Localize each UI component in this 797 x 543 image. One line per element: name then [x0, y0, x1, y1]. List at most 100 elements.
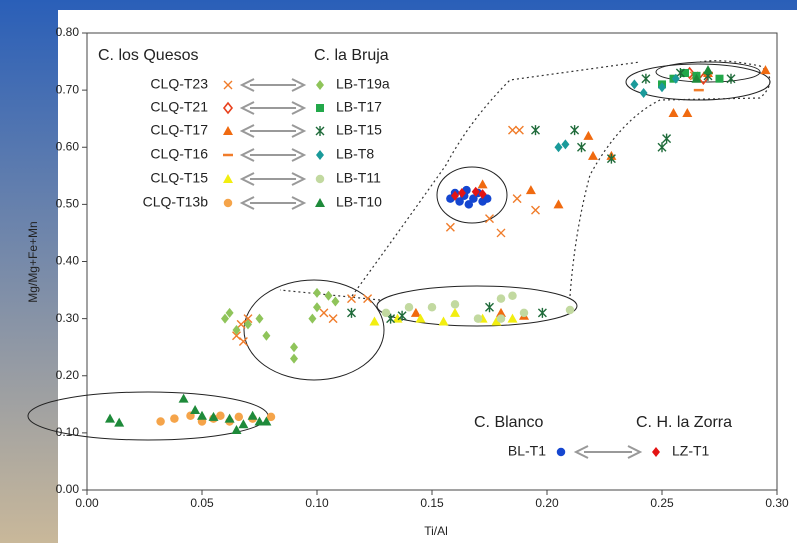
data-point	[247, 410, 258, 420]
data-point	[496, 228, 506, 238]
data-point	[531, 125, 540, 136]
data-point	[553, 199, 564, 209]
data-point	[485, 214, 494, 224]
data-point	[308, 313, 317, 324]
data-point	[397, 310, 407, 321]
data-point	[347, 307, 356, 318]
group-outline	[436, 166, 508, 224]
data-point	[451, 190, 459, 201]
data-point	[347, 294, 356, 304]
data-point	[445, 222, 455, 232]
group-outline	[243, 279, 385, 381]
legend-arrowhead	[573, 445, 643, 459]
legend-marker	[316, 104, 324, 112]
data-point	[244, 319, 252, 330]
envelope-line	[569, 60, 771, 297]
data-point	[392, 313, 403, 323]
data-point	[114, 417, 125, 427]
legend-marker	[223, 174, 233, 183]
data-point	[255, 313, 264, 324]
data-point	[565, 305, 575, 315]
data-point	[170, 414, 179, 423]
data-point	[482, 194, 492, 203]
x-tick-label: 0.15	[420, 496, 444, 510]
legend-label: CLQ-T21	[150, 99, 208, 115]
envelope-line	[351, 61, 641, 297]
legend-label: CLQ-T15	[150, 170, 208, 186]
legend-marker	[315, 198, 325, 207]
legend-label: LZ-T1	[672, 443, 710, 459]
legend-group-title: C. los Quesos	[98, 47, 198, 64]
data-point	[691, 73, 702, 83]
data-point	[438, 316, 449, 326]
data-point	[236, 319, 246, 329]
y-tick-label: 0.60	[56, 139, 80, 153]
data-point	[410, 307, 421, 317]
group-outline	[655, 61, 761, 83]
legend-marker	[652, 447, 660, 457]
data-point	[508, 125, 517, 135]
x-axis-label: Ti/Al	[424, 524, 448, 538]
data-point	[404, 302, 414, 312]
legend-arrowhead	[239, 78, 307, 92]
y-tick-label: 0.20	[56, 368, 80, 382]
legend-marker	[223, 126, 233, 135]
data-point	[254, 416, 265, 426]
x-tick-label: 0.00	[75, 496, 99, 510]
data-point	[675, 67, 685, 78]
y-axis-label: Mg/Mg+Fe+Mn	[26, 221, 40, 302]
data-point	[508, 291, 517, 301]
data-point	[639, 87, 648, 98]
data-point	[478, 189, 487, 200]
data-point	[671, 73, 680, 84]
legend-arrowhead	[239, 148, 307, 162]
data-point	[313, 302, 321, 313]
data-point	[491, 316, 502, 326]
data-point	[455, 197, 464, 206]
legend-label: LB-T10	[336, 194, 382, 210]
data-point	[457, 187, 466, 198]
legend-marker	[223, 80, 233, 90]
legend-label: CLQ-T13b	[143, 194, 209, 210]
data-point	[588, 150, 598, 160]
y-tick-label: 0.70	[56, 82, 80, 96]
data-point	[225, 307, 234, 318]
y-tick-label: 0.50	[56, 197, 80, 211]
data-point	[238, 336, 248, 346]
data-point	[473, 314, 483, 323]
legend-group-title: C. H. la Zorra	[636, 414, 732, 431]
legend-label: CLQ-T23	[150, 76, 208, 92]
legend-marker	[223, 198, 233, 208]
y-tick-label: 0.30	[56, 311, 80, 325]
data-point	[668, 107, 679, 117]
data-point	[606, 153, 616, 164]
legend-marker	[222, 101, 234, 115]
data-point	[232, 331, 241, 341]
y-tick-label: 0.10	[56, 425, 80, 439]
data-point	[238, 419, 249, 429]
data-point	[537, 307, 547, 318]
data-point	[234, 412, 244, 422]
data-point	[190, 405, 201, 415]
data-point	[319, 308, 329, 318]
data-point	[485, 302, 494, 313]
y-tick-label: 0.80	[56, 25, 80, 39]
data-point	[224, 413, 235, 423]
group-outline	[376, 285, 578, 327]
data-point	[178, 393, 189, 403]
x-tick-label: 0.05	[190, 496, 214, 510]
data-point	[262, 330, 271, 341]
legend-label: BL-T1	[508, 443, 546, 459]
data-point	[243, 314, 253, 324]
data-point	[369, 316, 380, 326]
data-point	[156, 417, 165, 426]
legend-arrowhead	[239, 101, 307, 115]
x-tick-label: 0.30	[765, 496, 789, 510]
y-tick-label: 0.40	[56, 254, 80, 268]
legend-marker	[316, 80, 324, 90]
data-point	[583, 130, 594, 140]
data-point	[381, 308, 391, 318]
data-point	[658, 82, 666, 93]
legend-label: LB-T19a	[336, 76, 390, 92]
